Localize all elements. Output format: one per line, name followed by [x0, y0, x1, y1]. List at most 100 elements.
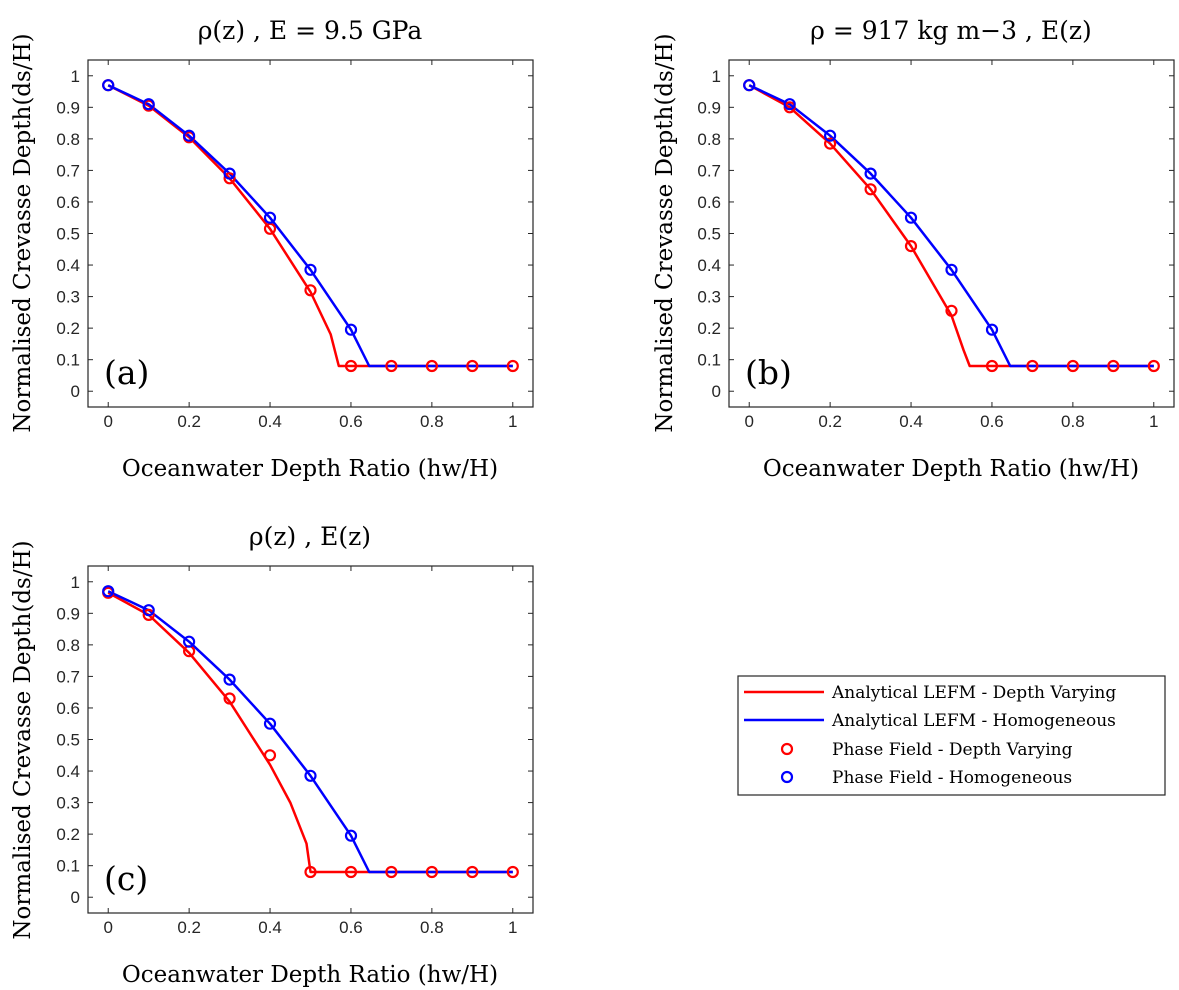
panel-a-point-phase-field-homogeneous	[263, 211, 277, 224]
panel-c-point-phase-field-homogeneous	[344, 829, 358, 842]
panel-a-ytick-label: 0.7	[56, 161, 80, 180]
panel-b-title: ρ = 917 kg m−3 , E(z)	[810, 16, 1092, 45]
panel-b-ytick-label: 0.4	[697, 256, 721, 275]
panel-b-line-analytical-lefm-homogeneous	[748, 84, 1154, 368]
panel-a-xtick-label: 0.8	[420, 412, 444, 431]
panel-a-ytick-label: 0.5	[56, 225, 80, 244]
panel-c-xlabel: Oceanwater Depth Ratio (hw/H)	[122, 962, 498, 988]
panel-b-point-phase-field-homogeneous	[904, 211, 918, 224]
panel-c-xtick-label: 0	[103, 918, 112, 937]
panel-b-xlabel: Oceanwater Depth Ratio (hw/H)	[763, 456, 1139, 482]
panel-c-xtick-label: 0.8	[420, 918, 444, 937]
legend: Analytical LEFM - Depth Varying Analytic…	[737, 675, 1166, 796]
panel-c-xtick-label: 0.4	[258, 918, 282, 937]
panel-a-ytick-label: 0.2	[56, 319, 80, 338]
panel-a-point-phase-field-homogeneous	[304, 263, 317, 276]
panel-b-xtick-label: 0	[744, 412, 753, 431]
panel-a-point-phase-field-depth-varying	[223, 172, 236, 185]
panel-a-point-phase-field-homogeneous	[344, 323, 358, 336]
legend-marker-homogeneous	[780, 770, 794, 784]
panel-b-xtick-label: 0.4	[899, 412, 923, 431]
panel-b-point-phase-field-depth-varying	[985, 359, 999, 373]
panel-a-ytick-label: 0.4	[56, 256, 80, 275]
panel-c-point-phase-field-depth-varying	[263, 749, 277, 762]
panel-a-point-phase-field-depth-varying	[425, 359, 438, 373]
panel-a-xtick-label: 0.4	[258, 412, 282, 431]
panel-a-point-phase-field-depth-varying	[344, 359, 358, 373]
legend-label-lefm-depth-varying: Analytical LEFM - Depth Varying	[831, 683, 1116, 703]
panel-b-point-phase-field-depth-varying	[864, 183, 877, 196]
panel-b-ytick-label: 0.2	[697, 319, 721, 338]
panel-b-point-phase-field-homogeneous	[864, 167, 877, 180]
panel-a-xtick-label: 1	[508, 412, 517, 431]
panel-a-series	[102, 79, 519, 373]
panel-b-point-phase-field-depth-varying	[1026, 359, 1039, 373]
panel-c-axes-box	[87, 565, 534, 914]
panel-c-label: (c)	[104, 859, 148, 898]
panel-a-label: (a)	[104, 353, 149, 392]
legend-box	[737, 675, 1166, 796]
panel-c-point-phase-field-depth-varying	[142, 608, 155, 622]
panel-c-xticks: 0 0.2 0.4 0.6 0.8 1	[103, 566, 518, 937]
panel-b-series	[743, 79, 1160, 373]
panel-b-point-phase-field-depth-varying	[823, 137, 837, 150]
panel-c-ytick-label: 0.4	[56, 762, 80, 781]
legend-marker-depth-varying	[780, 742, 794, 756]
panel-a-point-phase-field-depth-varying	[506, 359, 519, 373]
panel-b-xtick-label: 1	[1149, 412, 1158, 431]
panel-b: ρ = 917 kg m−3 , E(z) 0 0.2 0.4 0.6 0.8 1 0 0.…	[652, 16, 1175, 482]
panel-c-ytick-label: 0	[71, 888, 80, 907]
panel-c-point-phase-field-depth-varying	[344, 865, 358, 879]
panel-b-xtick-label: 0.2	[818, 412, 842, 431]
panel-a-point-phase-field-homogeneous	[223, 167, 236, 180]
panel-c-yticks: 0 0.1 0.2 0.3 0.4 0.5 0.6 0.7 0.8 0.9 1	[56, 573, 533, 907]
panel-b-point-phase-field-homogeneous	[985, 323, 999, 336]
panel-c-series	[102, 585, 519, 879]
panel-b-ytick-label: 0.5	[697, 225, 721, 244]
panel-c-ytick-label: 0.5	[56, 731, 80, 750]
panel-a-xtick-label: 0.2	[177, 412, 201, 431]
panel-a-ytick-label: 0.6	[56, 193, 80, 212]
panel-a-yticks: 0 0.1 0.2 0.3 0.4 0.5 0.6 0.7 0.8 0.9 1	[56, 67, 533, 401]
panel-b-xtick-label: 0.6	[980, 412, 1004, 431]
panel-a-ytick-label: 1	[71, 67, 80, 86]
panel-a-line-analytical-lefm-homogeneous	[107, 84, 513, 368]
panel-b-line-analytical-lefm-depth-varying	[748, 84, 1154, 368]
panel-c-ytick-label: 0.7	[56, 667, 80, 686]
panel-a-xtick-label: 0.6	[339, 412, 363, 431]
panel-c-ytick-label: 0.6	[56, 699, 80, 718]
panel-a-ylabel: Normalised Crevasse Depth(ds/H)	[10, 33, 36, 432]
panel-a-point-phase-field-depth-varying	[263, 222, 277, 235]
panel-a-point-phase-field-depth-varying	[466, 359, 479, 373]
panel-b-ytick-label: 1	[712, 67, 721, 86]
legend-label-pf-homogeneous: Phase Field - Homogeneous	[832, 768, 1072, 788]
panel-a-xlabel: Oceanwater Depth Ratio (hw/H)	[122, 456, 498, 482]
panel-a-axes-box	[87, 59, 534, 408]
panel-c-ytick-label: 1	[71, 573, 80, 592]
panel-b-point-phase-field-depth-varying	[1066, 359, 1080, 373]
panel-a-title: ρ(z) , E = 9.5 GPa	[198, 16, 423, 45]
panel-b-point-phase-field-depth-varying	[945, 304, 958, 317]
panel-c-xtick-label: 1	[508, 918, 517, 937]
panel-b-ytick-label: 0.3	[697, 288, 721, 307]
panel-a-ytick-label: 0.9	[56, 98, 80, 117]
panel-c: ρ(z) , E(z) 0 0.2 0.4 0.6 0.8 1 0 0.1 0.2 0.3 0.4…	[10, 522, 534, 988]
panel-b-yticks: 0 0.1 0.2 0.3 0.4 0.5 0.6 0.7 0.8 0.9 1	[697, 67, 1174, 401]
panel-c-point-phase-field-depth-varying	[304, 865, 317, 879]
panel-c-xtick-label: 0.6	[339, 918, 363, 937]
panel-b-xtick-label: 0.8	[1061, 412, 1085, 431]
panel-b-point-phase-field-depth-varying	[904, 240, 918, 253]
panel-a-line-analytical-lefm-depth-varying	[107, 84, 513, 368]
panel-c-point-phase-field-homogeneous	[263, 717, 277, 730]
panel-a-point-phase-field-homogeneous	[183, 129, 196, 142]
panel-a-ytick-label: 0.3	[56, 288, 80, 307]
panel-c-point-phase-field-homogeneous	[183, 635, 196, 648]
panel-a-xtick-label: 0	[103, 412, 112, 431]
panel-b-ytick-label: 0	[712, 382, 721, 401]
panel-a-point-phase-field-homogeneous	[142, 98, 155, 111]
panel-a-ytick-label: 0	[71, 382, 80, 401]
panel-c-point-phase-field-homogeneous	[102, 585, 115, 598]
panel-c-ytick-label: 0.2	[56, 825, 80, 844]
panel-b-point-phase-field-homogeneous	[823, 129, 837, 142]
